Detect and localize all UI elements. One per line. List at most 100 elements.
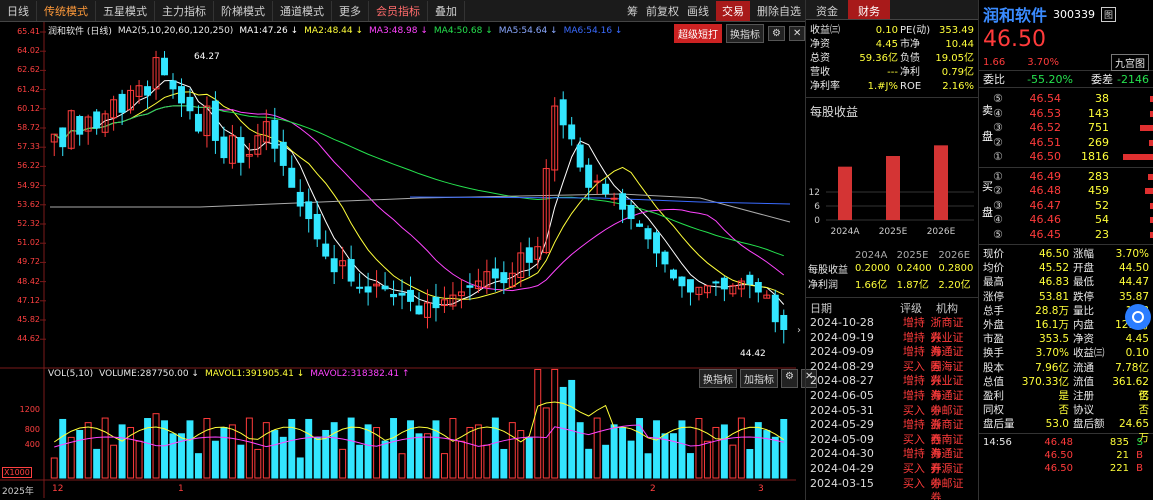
tick-time: 14:56	[983, 437, 1012, 449]
volume-bar	[491, 417, 499, 479]
draw-line-button[interactable]: 画线	[687, 4, 709, 18]
assistant-icon[interactable]	[1125, 304, 1151, 330]
candle-body	[347, 259, 355, 282]
rating-row[interactable]: 2024-08-27 增持 兴业证券	[806, 374, 978, 402]
volume-bar	[636, 418, 644, 479]
close-icon[interactable]: ✕	[788, 26, 806, 41]
rating-row[interactable]: 2024-04-29 买入 开源证券	[806, 461, 978, 490]
price-axis-label: 45.82	[17, 315, 40, 324]
stat-value: 370.33亿	[1021, 375, 1069, 388]
tab-traditional[interactable]: 传统模式	[37, 0, 96, 21]
super-short-button[interactable]: 超级短打	[674, 24, 722, 43]
vol-unit: X1000	[2, 467, 32, 478]
rating-row[interactable]: 2024-06-05 增持 海通证券	[806, 389, 978, 417]
order-volume: 269	[1088, 135, 1109, 149]
remove-watchlist-button[interactable]: 删除自选	[757, 4, 801, 18]
candle-body	[619, 193, 627, 210]
eps-bar	[934, 145, 948, 220]
weibi-value: -55.20%	[1027, 73, 1073, 86]
rating-date: 2024-05-31	[810, 403, 874, 417]
candle-body	[407, 289, 414, 302]
tab-funds[interactable]: 资金	[816, 5, 838, 18]
vol-add-button[interactable]: 加指标	[740, 369, 778, 388]
tab-finance[interactable]: 财务	[848, 0, 890, 19]
volume-bar	[50, 457, 58, 479]
tab-ladder[interactable]: 阶梯模式	[214, 0, 273, 21]
candle-body	[381, 285, 389, 290]
trade-button[interactable]: 交易	[716, 0, 750, 21]
stat-key: 总手	[983, 304, 1004, 317]
stat-key2: 跌停	[1073, 290, 1094, 303]
volume-bar	[305, 418, 313, 479]
rating-row[interactable]: 2024-05-31 买入 中邮证券	[806, 403, 978, 432]
stat-value: 是	[1058, 389, 1070, 402]
rating-date: 2024-09-19	[810, 330, 874, 344]
current-price: 46.50	[983, 27, 1046, 52]
price-change: 1.66	[983, 56, 1006, 68]
volume-bar	[703, 440, 711, 479]
stat-row: 同权否协议否	[979, 403, 1153, 417]
candle-body	[483, 271, 491, 288]
eps-title: 每股收益	[810, 105, 859, 119]
rating-row[interactable]: 2024-08-29 买入 国海证券	[806, 359, 978, 388]
chevron-right-icon[interactable]: ›	[797, 325, 801, 336]
adjust-dropdown[interactable]: 前复权	[646, 4, 679, 18]
stock-code: 300339	[1053, 7, 1096, 21]
rating-value: 买入	[902, 359, 925, 373]
stat-value: 否	[1058, 404, 1070, 417]
rating-value: 买入	[902, 461, 925, 475]
change-row: 1.66 3.70% 九宫图	[979, 53, 1153, 71]
rating-row[interactable]: 2024-03-15 买入 中邮证券	[806, 477, 978, 500]
tab-channel[interactable]: 通道模式	[273, 0, 332, 21]
gear-icon[interactable]: ⚙	[768, 26, 785, 41]
candle-body	[432, 296, 440, 309]
volume-bar	[670, 433, 677, 479]
stat-value2: 35.87	[1118, 290, 1149, 303]
volume-bar	[576, 422, 584, 479]
rating-row[interactable]: 2024-09-19 增持 兴业证券	[806, 330, 978, 359]
ma-legend: 润和软件 (日线) MA2(5,10,20,60,120,250) MA1:47…	[48, 24, 622, 38]
stat-value: 46.83	[1038, 276, 1069, 289]
chart-icon[interactable]: 图	[1101, 6, 1117, 22]
eps-row: 每股收益 0.2000 0.2400 0.2800	[806, 261, 978, 276]
tab-more[interactable]: 更多	[332, 0, 369, 21]
finance-key: 净利率	[810, 81, 840, 92]
volume-bar	[347, 417, 355, 479]
volume-bar	[720, 424, 728, 479]
month-label-2: 2	[650, 484, 656, 494]
finance-value: 59.36亿	[859, 53, 898, 64]
rating-col-date: 日期	[810, 302, 832, 315]
candle-body	[474, 280, 482, 289]
kline-chart[interactable]	[0, 22, 796, 498]
rating-row[interactable]: 2024-05-29 增持 浙商证券	[806, 418, 978, 446]
vol-switch-button[interactable]: 换指标	[699, 369, 737, 388]
tab-main-force[interactable]: 主力指标	[155, 0, 214, 21]
tab-overlay[interactable]: 叠加	[428, 0, 465, 21]
stat-key: 涨停	[983, 290, 1004, 303]
tab-member-indicator[interactable]: 会员指标	[369, 0, 428, 21]
rating-row[interactable]: 2024-09-09 增持 海通证券	[806, 345, 978, 373]
rating-row[interactable]: 2024-10-28 增持 浙商证券	[806, 316, 978, 344]
sell-label: 卖盘	[982, 104, 993, 143]
volume-bar	[517, 430, 525, 479]
vol-gear-icon[interactable]: ⚙	[781, 369, 798, 388]
stat-key: 换手	[983, 347, 1004, 360]
tab-five-star[interactable]: 五星模式	[96, 0, 155, 21]
rating-row[interactable]: 2024-05-09 买入 西南证券	[806, 433, 978, 461]
tab-daily[interactable]: 日线	[0, 0, 37, 21]
quote-panel: 润和软件 300339 图 46.50 1.66 3.70% 九宫图 委比 -5…	[978, 0, 1153, 500]
volume-bar	[118, 424, 126, 479]
jiugong-button[interactable]: 九宫图	[1111, 53, 1149, 71]
order-price: 46.47	[1029, 198, 1062, 212]
switch-indicator-button[interactable]: 换指标	[726, 24, 764, 43]
price-axis-label: 44.62	[17, 334, 40, 344]
volume-bar	[84, 422, 92, 479]
rating-row[interactable]: 2024-04-30 增持 海通证券	[806, 447, 978, 475]
volume-value: VOLUME:287750.00 ↓	[99, 369, 199, 379]
volume-bar	[686, 453, 694, 479]
candle-body	[84, 116, 92, 132]
order-row: ① 46.50 1816	[993, 150, 1153, 165]
eps-col-2026: 2026E	[938, 250, 971, 261]
order-volume: 38	[1095, 92, 1109, 105]
chip-button[interactable]: 筹	[627, 4, 638, 18]
